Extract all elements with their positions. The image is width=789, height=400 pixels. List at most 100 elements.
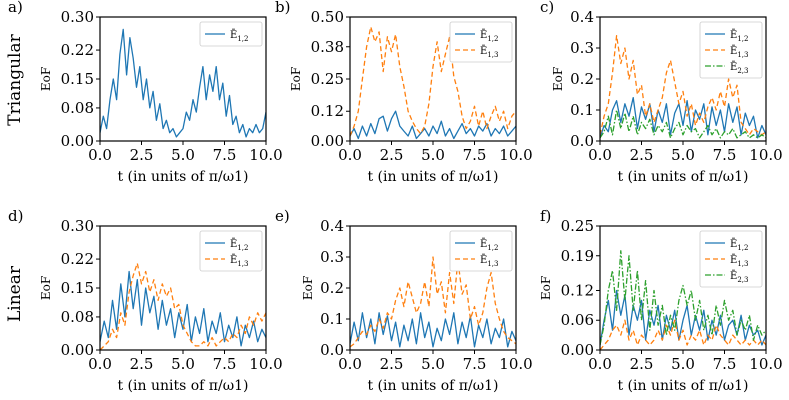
chart-1-ytick-label-1: 0.12	[311, 102, 344, 120]
chart-5-xtick-label-3: 7.5	[713, 355, 737, 373]
chart-0-y-axis-label: EoF	[39, 67, 53, 91]
chart-1-legend-label-E12: Ē1,2	[480, 29, 498, 43]
chart-1-series-E13-line	[350, 26, 516, 137]
panels-container: 0.0 2.5 5.0 7.5 10.0 0.00 0.08 0.15 0.22 0.30 EoF t…	[8, 0, 783, 394]
chart-2-legend-label-E23: Ē2,3	[730, 61, 748, 75]
chart-0-xtick-label-3: 7.5	[213, 146, 237, 164]
chart-1-legend-label-E13: Ē1,3	[480, 45, 498, 59]
chart-3-panel-label: d)	[8, 207, 23, 225]
chart-5-panel-label: f)	[540, 207, 551, 225]
chart-3-legend-box	[199, 230, 263, 272]
panel-c: 0.0 2.5 5.0 7.5 10.0 0.0 0.1 0.2 0.3 0.4 EoF t (in …	[540, 0, 783, 185]
chart-2-legend-label-E13: Ē1,3	[730, 45, 748, 59]
chart-0-legend-box	[199, 21, 263, 47]
chart-4-legend-label-E13: Ē1,3	[480, 254, 498, 268]
chart-0-xtick-label-1: 2.5	[130, 146, 154, 164]
chart-3-ytick-label-2: 0.15	[61, 279, 94, 297]
chart-1-xtick-label-1: 2.5	[380, 146, 404, 164]
chart-4-series-E13-line	[350, 256, 516, 348]
chart-5-series-E12-line	[600, 289, 766, 346]
chart-1-series-E12-line	[350, 110, 516, 140]
chart-2-ytick-label-2: 0.2	[570, 70, 594, 88]
chart-0-x-axis-label: t (in units of π/ω1)	[117, 169, 248, 185]
chart-1-xtick-label-0: 0.0	[338, 146, 362, 164]
panel-a: 0.0 2.5 5.0 7.5 10.0 0.00 0.08 0.15 0.22 0.30 EoF t…	[8, 0, 283, 185]
chart-3-xtick-label-3: 7.5	[213, 355, 237, 373]
chart-2-series-E23-line	[600, 109, 766, 139]
chart-5-legend-box	[699, 230, 763, 288]
chart-0-series-E12-line	[100, 28, 266, 138]
chart-1-ytick-label-2: 0.25	[311, 70, 344, 88]
chart-2-ytick-label-4: 0.4	[570, 8, 594, 26]
chart-5-xtick-label-1: 2.5	[630, 355, 654, 373]
chart-5-series-E13-line	[600, 319, 766, 350]
chart-0-xtick-label-4: 10.0	[249, 146, 282, 164]
chart-3-ytick-label-0: 0.00	[61, 341, 94, 359]
chart-1-legend-box	[449, 21, 513, 63]
chart-0-ytick-label-1: 0.08	[61, 99, 94, 117]
chart-4-xtick-label-4: 10.0	[499, 355, 532, 373]
row-label-triangular: Triangular	[5, 33, 25, 125]
chart-4-xtick-label-0: 0.0	[338, 355, 362, 373]
chart-0-xtick-label-0: 0.0	[88, 146, 112, 164]
chart-3-ytick-label-3: 0.22	[61, 250, 94, 268]
chart-4-legend-box	[449, 230, 513, 272]
chart-5-ytick-label-2: 0.12	[561, 281, 594, 299]
panel-d: 0.0 2.5 5.0 7.5 10.0 0.00 0.08 0.15 0.22 0.30 EoF t…	[8, 207, 283, 394]
chart-0-ytick-label-4: 0.30	[61, 8, 94, 26]
chart-2-ytick-label-0: 0.0	[570, 132, 594, 150]
panel-b: 0.0 2.5 5.0 7.5 10.0 0.00 0.12 0.25 0.38 0.50 EoF t…	[275, 0, 533, 185]
chart-4-ytick-label-3: 0.3	[320, 248, 344, 266]
chart-5-legend-label-E13: Ē1,3	[730, 254, 748, 268]
chart-2-legend-box	[699, 21, 763, 79]
chart-3-series-E12-line	[100, 270, 266, 347]
chart-2-xtick-label-0: 0.0	[588, 146, 612, 164]
chart-1-xtick-label-3: 7.5	[463, 146, 487, 164]
chart-5-ytick-label-3: 0.19	[561, 247, 594, 265]
chart-1-xtick-label-2: 5.0	[421, 146, 445, 164]
chart-4-ytick-label-2: 0.2	[320, 279, 344, 297]
chart-5-ytick-label-4: 0.25	[561, 217, 594, 235]
chart-4-ytick-label-0: 0.0	[320, 341, 344, 359]
chart-3-ytick-label-4: 0.30	[61, 217, 94, 235]
chart-1-ytick-label-3: 0.38	[311, 38, 344, 56]
chart-1-xtick-label-4: 10.0	[499, 146, 532, 164]
chart-5-xtick-label-0: 0.0	[588, 355, 612, 373]
chart-5-xtick-label-2: 5.0	[671, 355, 695, 373]
chart-3-xtick-label-4: 10.0	[249, 355, 282, 373]
chart-4-ytick-label-1: 0.1	[320, 310, 344, 328]
chart-1-y-axis-label: EoF	[289, 67, 303, 91]
chart-3-legend-label-E13: Ē1,3	[230, 254, 248, 268]
chart-5-series-E23-line	[600, 250, 766, 346]
chart-2-x-axis-label: t (in units of π/ω1)	[617, 169, 748, 185]
chart-5-legend-label-E23: Ē2,3	[730, 270, 748, 284]
chart-5-y-axis-label: EoF	[539, 276, 553, 300]
chart-3-xtick-label-2: 5.0	[171, 355, 195, 373]
chart-4-x-axis-label: t (in units of π/ω1)	[367, 378, 498, 394]
chart-3-x-axis-label: t (in units of π/ω1)	[117, 378, 248, 394]
chart-5-ytick-label-1: 0.06	[561, 311, 594, 329]
chart-2-ytick-label-3: 0.3	[570, 39, 594, 57]
chart-2-series-E13-line	[600, 34, 766, 136]
chart-4-xtick-label-1: 2.5	[380, 355, 404, 373]
chart-5-x-axis-label: t (in units of π/ω1)	[617, 378, 748, 394]
chart-1-x-axis-label: t (in units of π/ω1)	[367, 169, 498, 185]
row-label-linear: Linear	[5, 265, 25, 322]
chart-0-xtick-label-2: 5.0	[171, 146, 195, 164]
chart-3-xtick-label-1: 2.5	[130, 355, 154, 373]
chart-3-ytick-label-1: 0.08	[61, 308, 94, 326]
chart-2-xtick-label-3: 7.5	[713, 146, 737, 164]
chart-3-legend-label-E12: Ē1,2	[230, 238, 248, 252]
chart-0-ytick-label-2: 0.15	[61, 70, 94, 88]
chart-3-y-axis-label: EoF	[39, 276, 53, 300]
chart-2-legend-label-E12: Ē1,2	[730, 29, 748, 43]
panel-e: 0.0 2.5 5.0 7.5 10.0 0.0 0.1 0.2 0.3 0.4 EoF t (in …	[275, 207, 533, 394]
chart-5-ytick-label-0: 0.00	[561, 341, 594, 359]
chart-0-ytick-label-3: 0.22	[61, 41, 94, 59]
chart-2-xtick-label-1: 2.5	[630, 146, 654, 164]
chart-4-xtick-label-3: 7.5	[463, 355, 487, 373]
chart-0-ytick-label-0: 0.00	[61, 132, 94, 150]
chart-2-y-axis-label: EoF	[551, 67, 565, 91]
chart-0-legend-label-E12: Ē1,2	[230, 29, 248, 43]
